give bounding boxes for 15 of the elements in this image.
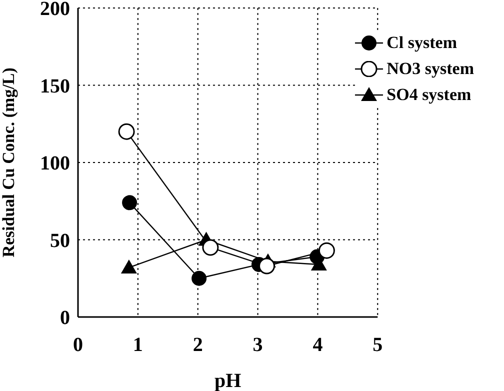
- y-axis-title: Residual Cu Conc. (mg/L): [0, 68, 18, 258]
- y-tick-label: 100: [40, 152, 70, 175]
- x-tick-label: 4: [312, 334, 323, 356]
- x-tick-label: 5: [372, 334, 383, 356]
- x-tick-label: 3: [252, 334, 263, 356]
- legend-label: NO3 system: [386, 59, 474, 79]
- x-axis-title: pH: [214, 370, 242, 391]
- y-tick-label: 50: [50, 230, 70, 252]
- y-tick-label: 150: [40, 75, 70, 98]
- x-tick-label: 1: [132, 334, 143, 356]
- x-tick-label: 2: [192, 334, 203, 356]
- y-tick-label: 200: [40, 0, 70, 20]
- y-tick-label: 0: [60, 307, 70, 330]
- legend-label: SO4 system: [386, 85, 472, 105]
- legend-label: Cl system: [386, 33, 457, 53]
